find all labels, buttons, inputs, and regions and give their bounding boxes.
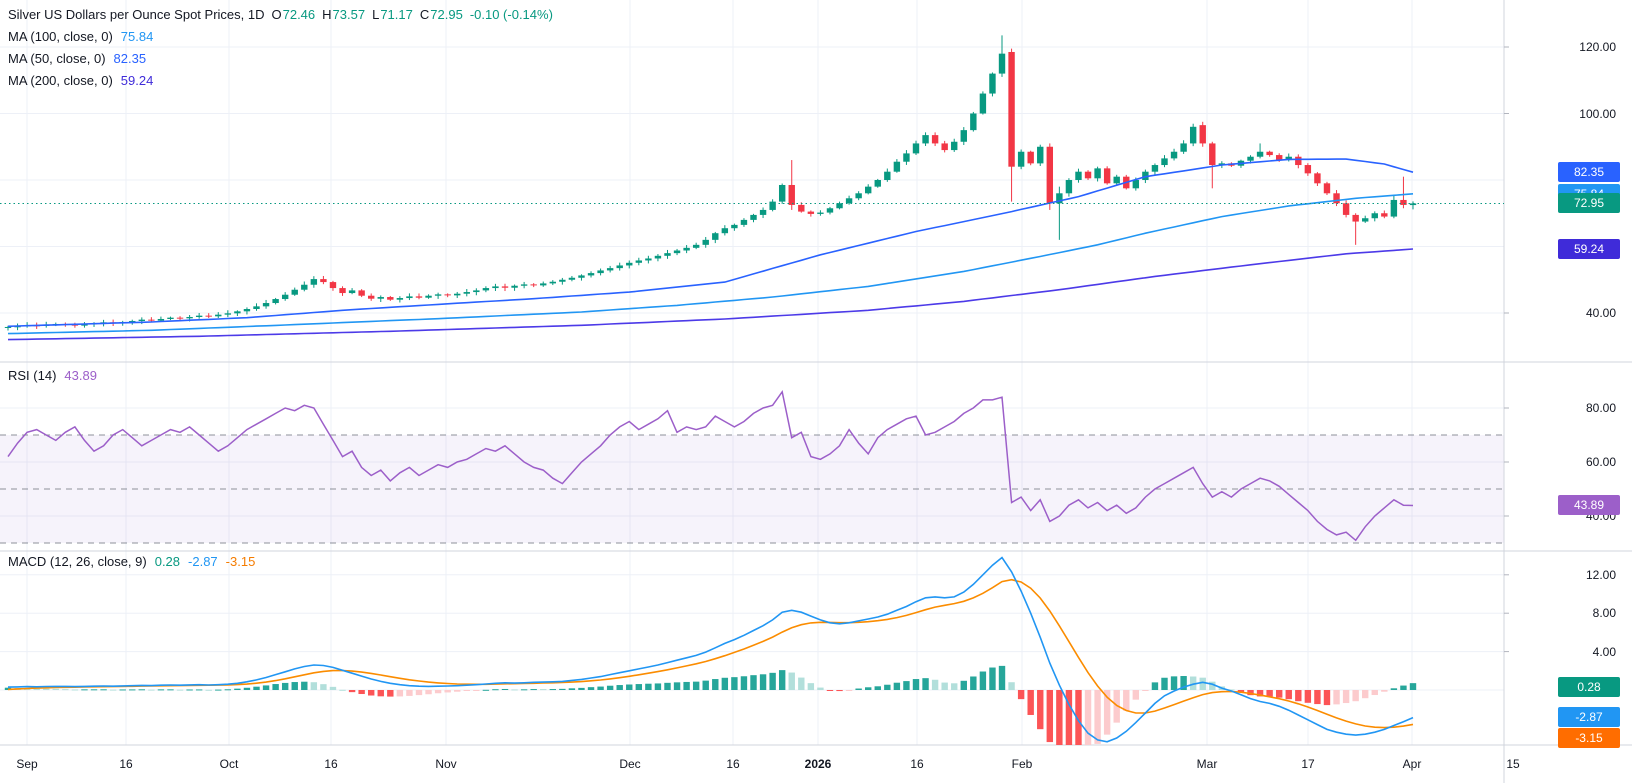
rsi-badge: 43.89 [1558, 495, 1620, 516]
macd-label: MACD (12, 26, close, 9) [8, 554, 147, 569]
macd-badge-0.28: 0.28 [1558, 677, 1620, 697]
ohlc-values: O72.46 H73.57 L71.17 C72.95 [264, 7, 462, 22]
ohlc-letter-L: L [372, 7, 380, 22]
rsi-tick-80.00: 80.00 [1585, 401, 1616, 415]
ma-label: MA (100, close, 0) [8, 29, 113, 44]
macd-tick-12.00: 12.00 [1585, 567, 1616, 582]
time-label-16: 16 [726, 757, 740, 771]
time-label-Nov: Nov [435, 757, 457, 771]
rsi-value: 43.89 [64, 368, 97, 383]
ma-value: 82.35 [113, 51, 147, 66]
ma-label: MA (200, close, 0) [8, 73, 113, 88]
time-label-16: 16 [324, 757, 338, 771]
macd-tick-4.00: 4.00 [1592, 644, 1616, 659]
ohlc-letter-H: H [322, 7, 332, 22]
ohlc-value-C: 72.95 [430, 7, 463, 22]
time-label-Oct: Oct [219, 757, 239, 771]
ma-legend-row-2[interactable]: MA (200, close, 0) 59.24 [8, 70, 553, 92]
price-badge-82.35: 82.35 [1558, 162, 1620, 183]
ma-label: MA (50, close, 0) [8, 51, 106, 66]
time-label-16: 16 [119, 757, 133, 771]
ma-value: 75.84 [120, 29, 154, 44]
time-label-2026: 2026 [804, 757, 832, 771]
time-label-15: 15 [1506, 757, 1520, 771]
macd-value-0: 0.28 [154, 554, 181, 569]
symbol-row[interactable]: Silver US Dollars per Ounce Spot Prices,… [8, 4, 553, 26]
price-tick-120.00: 120.00 [1579, 40, 1616, 54]
price-badge-59.24: 59.24 [1558, 239, 1620, 260]
rsi-tick-60.00: 60.00 [1585, 455, 1616, 469]
change-value: -0.10 (-0.14%) [469, 7, 553, 22]
time-label-17: 17 [1301, 757, 1315, 771]
macd-tick-8.00: 8.00 [1592, 606, 1616, 621]
ma-legend-rows: MA (100, close, 0) 75.84 MA (50, close, 0)… [8, 26, 553, 92]
time-label-Dec: Dec [619, 757, 641, 771]
symbol-title: Silver US Dollars per Ounce Spot Prices,… [8, 7, 265, 22]
macd-badge--2.87: -2.87 [1558, 707, 1620, 727]
rsi-legend-row[interactable]: RSI (14) 43.89 [8, 368, 97, 383]
price-tick-100.00: 100.00 [1579, 106, 1616, 121]
ma-value: 59.24 [120, 73, 154, 88]
time-label-Feb: Feb [1011, 757, 1033, 771]
price-tick-40.00: 40.00 [1585, 306, 1616, 320]
ohlc-letter-C: C [419, 7, 430, 22]
rsi-label: RSI (14) [8, 368, 57, 383]
legend: Silver US Dollars per Ounce Spot Prices,… [8, 4, 553, 92]
ohlc-value-O: 72.46 [282, 7, 316, 22]
macd-value-1: -2.87 [188, 554, 218, 569]
macd-value-2: -3.15 [225, 554, 256, 569]
macd-legend-row[interactable]: MACD (12, 26, close, 9) 0.28 -2.87 -3.15 [8, 554, 255, 569]
ma-legend-row-0[interactable]: MA (100, close, 0) 75.84 [8, 26, 553, 48]
time-label-Apr: Apr [1402, 757, 1422, 771]
time-label-16: 16 [910, 757, 924, 771]
time-label-Sep: Sep [16, 757, 38, 771]
macd-badge--3.15: -3.15 [1558, 728, 1620, 748]
macd-values: 0.28 -2.87 -3.15 [147, 554, 256, 569]
time-label-Mar: Mar [1196, 757, 1218, 771]
ohlc-value-L: 71.17 [380, 7, 413, 22]
ma-legend-row-1[interactable]: MA (50, close, 0) 82.35 [8, 48, 553, 70]
ohlc-value-H: 73.57 [332, 7, 366, 22]
ohlc-letter-O: O [271, 7, 282, 22]
price-badge-72.95: 72.95 [1558, 193, 1620, 214]
